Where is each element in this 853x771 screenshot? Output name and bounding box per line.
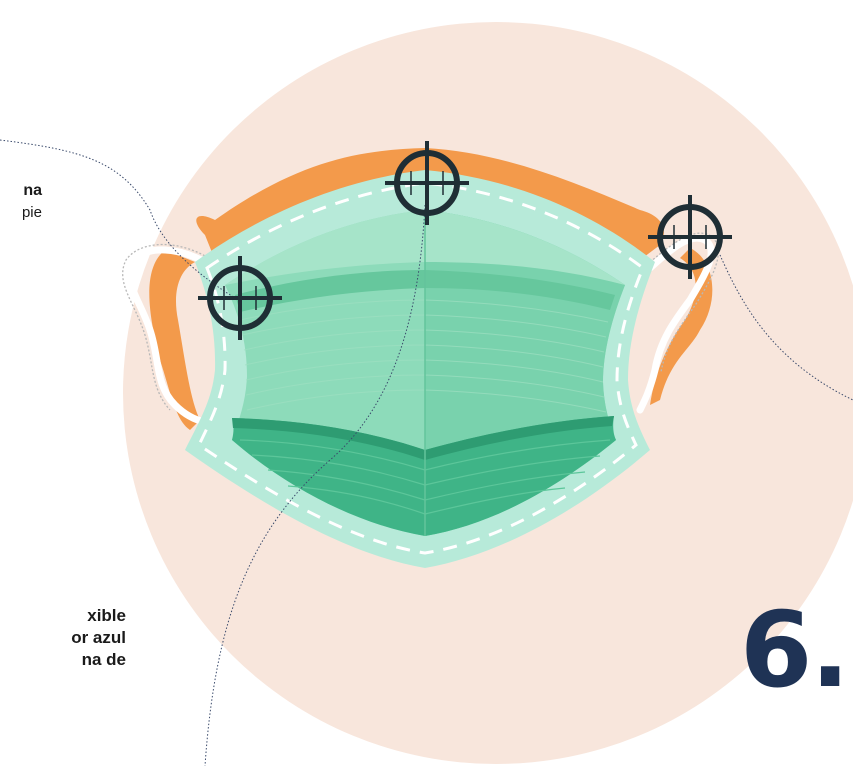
- pointer-lines: [0, 139, 853, 767]
- top-left-label: na pie: [0, 180, 42, 224]
- step-number: 6.: [740, 589, 850, 711]
- crosshair-target-icon: [198, 256, 282, 340]
- mask-crease: [232, 416, 614, 460]
- bottom-left-label-line2: or azul: [71, 628, 126, 647]
- top-left-label-line2: pie: [21, 204, 42, 221]
- crosshair-target-icon: [385, 141, 469, 225]
- mask-middle-pleat: [235, 270, 615, 312]
- mask-lower-pleat: [232, 416, 616, 536]
- crosshair-target-icon: [648, 195, 732, 279]
- bottom-left-label-line1: xible: [87, 606, 126, 625]
- top-left-label-line1: na: [23, 182, 42, 199]
- bottom-left-label: xible or azul na de: [0, 605, 126, 671]
- bottom-left-label-line3: na de: [81, 650, 126, 669]
